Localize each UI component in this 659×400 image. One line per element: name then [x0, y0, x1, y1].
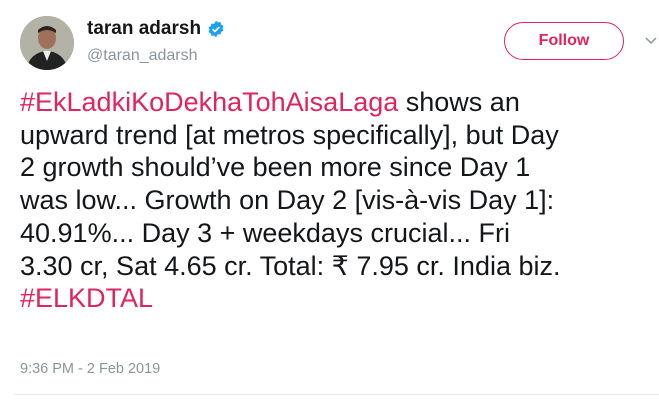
tweet-line: #ELKDTAL [20, 282, 561, 315]
follow-button[interactable]: Follow [504, 22, 624, 60]
hashtag-link[interactable]: #EkLadkiKoDekhaTohAisaLaga [20, 87, 399, 117]
avatar[interactable] [20, 16, 74, 70]
tweet-timestamp[interactable]: 9:36 PM - 2 Feb 2019 [20, 361, 161, 377]
tweet-text-segment: shows an [398, 87, 520, 117]
divider [14, 394, 659, 395]
author-name-text: taran adarsh [87, 18, 202, 39]
tweet-line: upward trend [at metros specifically], b… [20, 119, 561, 152]
author-handle[interactable]: @taran_adarsh [87, 47, 198, 64]
tweet-line: 3.30 cr, Sat 4.65 cr. Total: ₹ 7.95 cr. … [20, 250, 561, 283]
author-name[interactable]: taran adarsh [87, 18, 225, 40]
tweet-text-segment: 2 growth should’ve been more since Day 1 [20, 152, 531, 183]
tweet-text-segment: upward trend [at metros specifically], b… [20, 119, 559, 150]
profile-photo-icon [20, 16, 74, 70]
tweet-line: was low... Growth on Day 2 [vis-à-vis Da… [20, 184, 561, 217]
tweet-line: #EkLadkiKoDekhaTohAisaLaga shows an [20, 86, 561, 119]
tweet-text-segment: 3.30 cr, Sat 4.65 cr. Total: ₹ 7.95 cr. … [20, 250, 561, 281]
hashtag-link[interactable]: #ELKDTAL [20, 283, 154, 314]
tweet-text-segment: was low... Growth on Day 2 [vis-à-vis Da… [20, 185, 555, 216]
tweet-line: 40.91%... Day 3 + weekdays crucial... Fr… [20, 217, 561, 250]
chevron-down-icon[interactable] [644, 34, 658, 48]
tweet-text: #EkLadkiKoDekhaTohAisaLaga shows an upwar… [20, 86, 561, 315]
tweet-line: 2 growth should’ve been more since Day 1 [20, 151, 561, 184]
tweet-text-segment: 40.91%... Day 3 + weekdays crucial... Fr… [20, 217, 510, 248]
verified-badge-icon [208, 20, 224, 38]
